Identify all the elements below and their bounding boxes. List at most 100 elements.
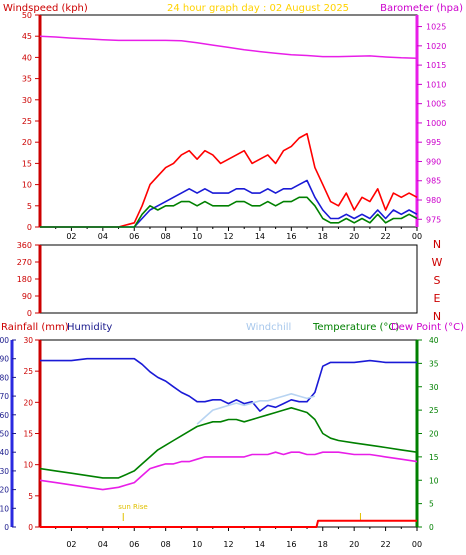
humidity-tick-label: 10	[0, 504, 9, 513]
series-dew-point	[39, 451, 418, 491]
baro-tick-label: 985	[426, 177, 441, 186]
temp-tick-label: 30	[429, 383, 439, 392]
direction-tick-label: 360	[17, 241, 32, 250]
axes-layer	[10, 14, 422, 531]
temp-tick-label: 35	[429, 359, 439, 368]
wind-tick-label: 35	[22, 75, 32, 84]
temp-x-tick-label: 00	[412, 540, 422, 549]
compass-letter: W	[432, 256, 443, 269]
baro-tick-label: 1005	[426, 100, 446, 109]
baro-tick-label: 1000	[426, 119, 446, 128]
baro-tick-label: 1010	[426, 80, 446, 89]
wind-tick-label: 50	[22, 11, 32, 20]
wind-x-tick-label: 02	[66, 232, 76, 241]
humidity-tick-label: 30	[0, 467, 9, 476]
sunrise-label: sun Rise	[118, 503, 148, 511]
humidity-tick-label: 0	[4, 523, 9, 532]
wind-x-tick-label: 14	[255, 232, 265, 241]
series-gust	[40, 132, 418, 228]
series-rainfall	[40, 519, 417, 528]
baro-tick-label: 990	[426, 157, 441, 166]
humidity-tick-label: 20	[0, 486, 9, 495]
rain-tick-label: 25	[23, 367, 33, 376]
wind-x-tick-label: 10	[192, 232, 202, 241]
wind-x-tick-label: 20	[349, 232, 359, 241]
compass-letter: N	[433, 310, 441, 323]
temp-tick-label: 0	[429, 523, 434, 532]
baro-tick-label: 980	[426, 196, 441, 205]
temp-x-tick-label: 12	[223, 540, 233, 549]
wind-tick-label: 45	[22, 32, 32, 41]
direction-tick-label: 270	[17, 258, 32, 267]
series-humidity	[40, 357, 417, 412]
labels-layer: Windspeed (kph) 24 hour graph day : 02 A…	[0, 3, 464, 549]
temp-x-tick-label: 04	[98, 540, 108, 549]
temp-tick-label: 5	[429, 500, 434, 509]
direction-panel-frame	[39, 244, 418, 314]
wind-x-tick-label: 00	[412, 232, 422, 241]
humidity-axis-title: Humidity	[67, 322, 112, 333]
temp-x-tick-label: 14	[255, 540, 265, 549]
series-windchill	[196, 392, 316, 425]
temp-tick-label: 20	[429, 430, 439, 439]
series-temperature	[39, 406, 418, 479]
wind-tick-label: 0	[27, 223, 32, 232]
dewpoint-axis-title: Dew Point (°C)	[391, 322, 464, 333]
rainfall-axis-title: Rainfall (mm)	[1, 322, 69, 333]
humidity-tick-label: 90	[0, 355, 9, 364]
windchill-axis-title: Windchill	[246, 322, 291, 333]
rain-tick-label: 10	[23, 461, 33, 470]
wind-tick-label: 15	[22, 159, 32, 168]
temp-x-tick-label: 20	[349, 540, 359, 549]
baro-tick-label: 1025	[426, 23, 446, 32]
direction-tick-label: 0	[27, 309, 32, 318]
series-average-speed	[40, 179, 418, 228]
humidity-tick-label: 60	[0, 411, 9, 420]
wind-x-tick-label: 22	[380, 232, 390, 241]
compass-letter: N	[433, 238, 441, 251]
humidity-tick-label: 70	[0, 392, 9, 401]
direction-tick-label: 90	[22, 292, 32, 301]
temp-tick-label: 40	[429, 336, 439, 345]
humidity-tick-label: 50	[0, 430, 9, 439]
wind-x-tick-label: 08	[161, 232, 171, 241]
baro-tick-label: 995	[426, 138, 441, 147]
baro-tick-label: 1015	[426, 61, 446, 70]
wind-x-tick-label: 12	[223, 232, 233, 241]
temp-x-tick-label: 18	[318, 540, 328, 549]
compass-letter: E	[434, 292, 441, 305]
wind-x-tick-label: 04	[98, 232, 108, 241]
direction-tick-label: 180	[17, 275, 32, 284]
windspeed-axis-title: Windspeed (kph)	[3, 3, 88, 14]
wind-x-tick-label: 18	[318, 232, 328, 241]
temperature-axis-title: Temperature (°C)	[312, 322, 399, 333]
humidity-tick-label: 40	[0, 448, 9, 457]
temp-tick-label: 25	[429, 406, 439, 415]
series-barometer	[39, 35, 418, 59]
baro-tick-label: 1020	[426, 42, 446, 51]
temp-panel-frame	[39, 339, 418, 528]
series-wind-speed	[40, 196, 418, 228]
humidity-tick-label: 80	[0, 373, 9, 382]
barometer-axis-title: Barometer (hpa)	[380, 3, 463, 14]
wind-tick-label: 5	[27, 202, 32, 211]
humidity-tick-label: 100	[0, 336, 9, 345]
wind-tick-label: 20	[22, 138, 32, 147]
rain-tick-label: 20	[23, 398, 33, 407]
temp-x-tick-label: 16	[286, 540, 296, 549]
temp-x-tick-label: 08	[161, 540, 171, 549]
wind-tick-label: 40	[22, 53, 32, 62]
temp-x-tick-label: 10	[192, 540, 202, 549]
temp-tick-label: 10	[429, 476, 439, 485]
temp-x-tick-label: 02	[66, 540, 76, 549]
rain-tick-label: 5	[28, 492, 33, 501]
rain-tick-label: 30	[23, 336, 33, 345]
wind-x-tick-label: 06	[129, 232, 139, 241]
rain-tick-label: 0	[28, 523, 33, 532]
wind-tick-label: 10	[22, 181, 32, 190]
temp-x-tick-label: 06	[129, 540, 139, 549]
baro-tick-label: 975	[426, 215, 441, 224]
chart-title: 24 hour graph day : 02 August 2025	[167, 3, 349, 14]
compass-letter: S	[434, 274, 441, 287]
